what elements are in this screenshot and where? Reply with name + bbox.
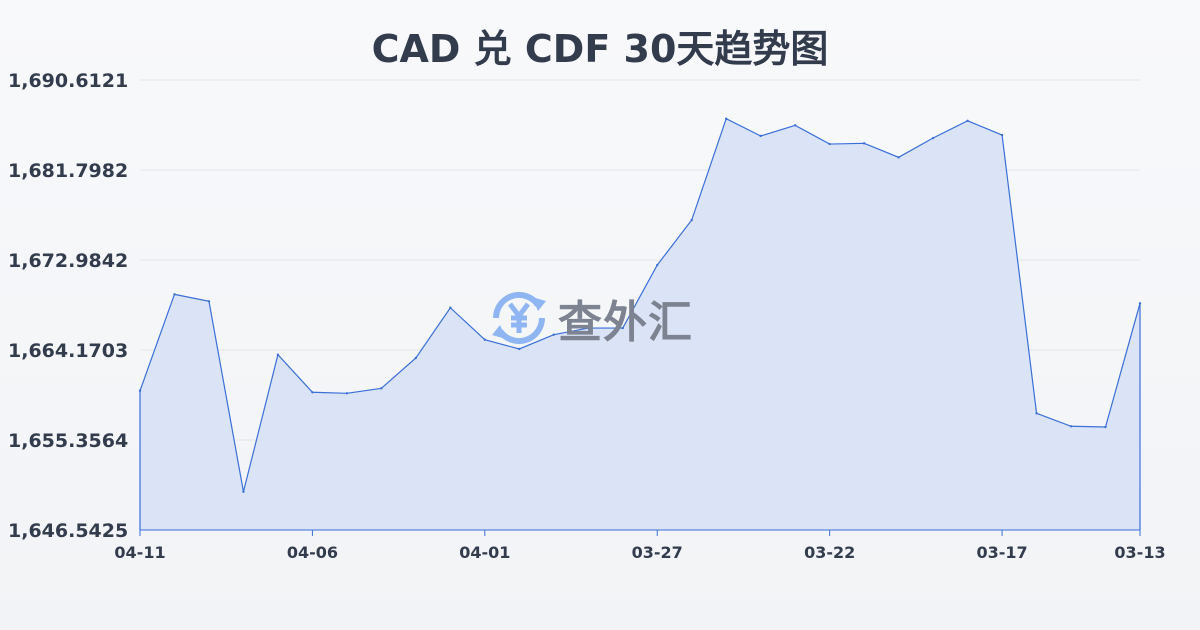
data-point: [1000, 133, 1004, 137]
data-point: [311, 391, 314, 394]
y-tick-label: 1,664.1703: [8, 340, 128, 362]
x-tick-label: 03-27: [632, 543, 683, 562]
data-point: [1035, 412, 1038, 415]
data-point: [1069, 425, 1073, 428]
data-point: [656, 263, 659, 267]
data-point: [380, 387, 383, 390]
watermark-text: 查外汇: [558, 297, 693, 348]
area-fill: [140, 118, 1140, 530]
y-tick-label: 1,681.7982: [8, 160, 128, 182]
x-tick-label: 03-22: [804, 543, 855, 562]
series-line: [139, 117, 1141, 492]
data-point: [483, 338, 487, 341]
yen-exchange-icon: [492, 291, 546, 345]
x-tick-label: 03-13: [1114, 543, 1165, 562]
y-tick-label: 1,655.3564: [8, 430, 128, 452]
chart-title: CAD 兑 CDF 30天趋势图: [371, 27, 829, 71]
data-point: [552, 333, 555, 336]
data-point: [690, 218, 693, 222]
data-point: [897, 156, 900, 159]
data-point: [828, 142, 831, 146]
data-point: [931, 136, 935, 140]
data-point: [621, 326, 624, 330]
data-point: [449, 306, 452, 309]
data-point: [862, 142, 866, 145]
data-point: [1104, 425, 1107, 429]
data-point: [345, 392, 349, 395]
watermark: 查外汇: [488, 286, 693, 350]
data-point: [793, 124, 797, 127]
data-point: [138, 389, 142, 392]
data-point: [414, 356, 418, 360]
x-tick-label: 03-17: [976, 543, 1027, 562]
data-point: [587, 326, 590, 330]
data-point: [1138, 302, 1142, 305]
data-point: [276, 353, 280, 356]
data-point: [759, 134, 762, 138]
y-tick-label: 1,646.5425: [8, 520, 128, 542]
x-tick-label: 04-01: [459, 543, 510, 562]
y-tick-label: 1,672.9842: [8, 250, 128, 272]
data-point: [518, 347, 521, 351]
y-tick-label: 1,690.6121: [8, 70, 128, 92]
data-point: [207, 300, 211, 303]
data-point: [242, 490, 245, 493]
data-point: [966, 119, 969, 122]
x-tick-label: 04-11: [114, 543, 165, 562]
data-point: [725, 117, 728, 120]
data-point: [173, 293, 176, 296]
x-tick-label: 04-06: [287, 543, 338, 562]
